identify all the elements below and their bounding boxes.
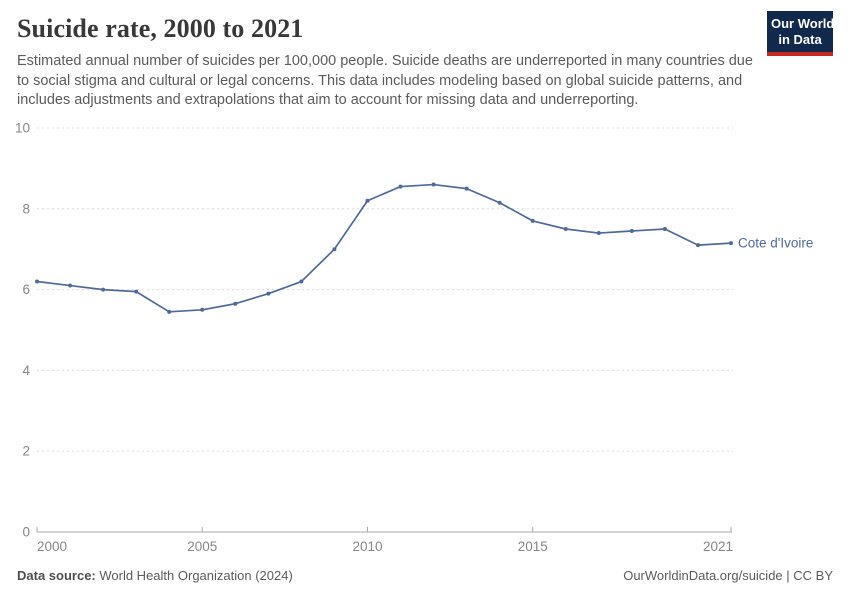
y-axis-tick-label: 2	[22, 444, 30, 459]
credit-link[interactable]: OurWorldinData.org/suicide | CC BY	[623, 568, 833, 583]
data-series-line	[36, 183, 732, 313]
data-point	[68, 283, 73, 288]
series-end-label[interactable]: Cote d'Ivoire	[738, 236, 813, 251]
data-source-value: World Health Organization (2024)	[95, 568, 293, 583]
data-point	[134, 289, 139, 294]
x-axis-tick-label: 2005	[187, 539, 217, 554]
data-point	[365, 198, 370, 203]
data-point	[729, 241, 733, 246]
x-axis-tick-label: 2015	[518, 539, 548, 554]
y-axis-tick-label: 10	[15, 121, 30, 136]
data-point	[233, 301, 238, 306]
data-point	[596, 231, 601, 236]
x-axis-tick-label: 2010	[352, 539, 382, 554]
data-point	[563, 227, 568, 231]
data-point	[497, 200, 502, 205]
data-point	[101, 287, 106, 292]
data-source-label: Data source:	[17, 568, 96, 583]
owid-logo-text-line1: Our World	[771, 16, 835, 31]
data-point	[398, 184, 403, 189]
data-point	[695, 243, 700, 248]
y-axis-tick-label: 6	[22, 282, 30, 297]
data-point	[266, 291, 271, 296]
chart-title: Suicide rate, 2000 to 2021	[17, 14, 304, 43]
owid-logo[interactable]: Our World in Data	[767, 11, 835, 56]
y-axis-tick-label: 0	[22, 525, 30, 540]
y-axis-tick-label: 8	[22, 201, 30, 216]
data-point	[530, 218, 535, 223]
x-axis-tick-label: 2000	[37, 539, 67, 554]
data-point	[167, 309, 172, 314]
data-point	[35, 279, 39, 284]
owid-logo-text-line2: in Data	[778, 31, 822, 47]
data-point	[464, 186, 469, 191]
data-source-note: Data source: World Health Organization (…	[17, 568, 293, 583]
data-point	[200, 307, 205, 312]
data-point	[431, 182, 436, 187]
data-point	[332, 247, 337, 252]
chart-subtitle: Estimated annual number of suicides per …	[17, 53, 753, 109]
data-point	[299, 279, 304, 284]
data-point	[629, 229, 634, 234]
y-axis-tick-label: 4	[22, 363, 30, 378]
data-point	[662, 227, 667, 231]
x-axis-tick-label: 2021	[703, 539, 733, 554]
